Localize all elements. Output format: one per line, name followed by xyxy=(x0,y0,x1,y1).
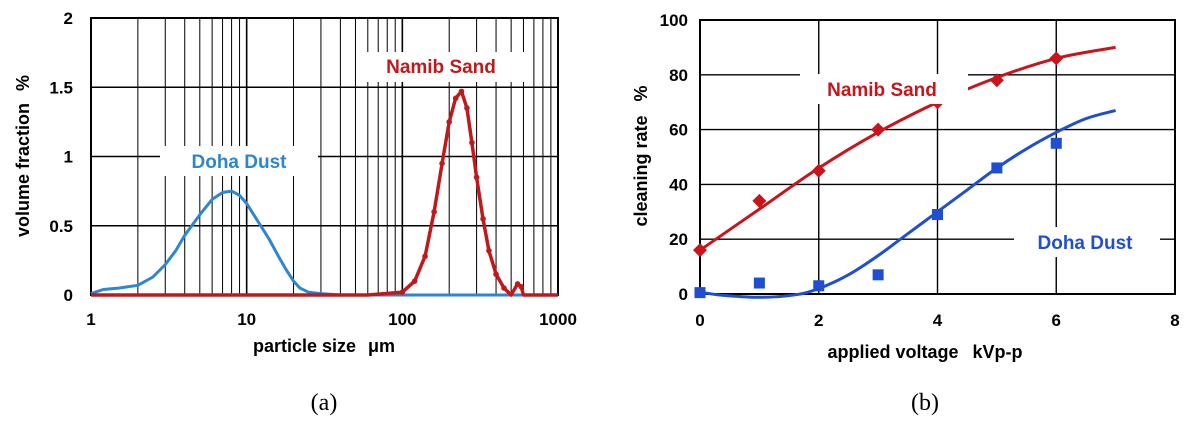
chart-b-legend-doha: Doha Dust xyxy=(1038,233,1134,254)
data-point xyxy=(501,285,507,291)
y-tick-label: 1.5 xyxy=(49,78,73,97)
data-point-doha-dust xyxy=(991,162,1003,174)
data-point-doha-dust xyxy=(813,280,825,292)
data-point xyxy=(446,119,452,125)
data-point-namib-sand xyxy=(752,193,767,208)
data-point xyxy=(473,174,480,181)
series-line-namib-sand xyxy=(91,89,558,297)
data-point xyxy=(493,271,499,278)
chart-a-ticks: 1 10 100 1000 0 0.5 1 1.5 2 xyxy=(49,9,577,329)
y-tick-label: 60 xyxy=(669,121,688,140)
x-tick-label: 8 xyxy=(1170,311,1179,330)
chart-a-xlabel: particle size xyxy=(253,336,356,356)
y-tick-label: 0.5 xyxy=(49,217,73,236)
chart-b-series xyxy=(693,45,1117,299)
chart-a-xlabel-group: particle size μm xyxy=(253,336,395,356)
y-tick-label: 80 xyxy=(669,66,688,85)
chart-a-legend-doha: Doha Dust xyxy=(192,152,288,173)
y-tick-label: 100 xyxy=(660,11,688,30)
chart-b-ylabel-group: cleaning rate% xyxy=(631,85,651,226)
namib-label-bg-b xyxy=(800,74,968,104)
fit-line-doha-dust xyxy=(702,108,1117,299)
panel-label-b: (b) xyxy=(911,390,939,416)
data-point-namib-sand xyxy=(989,73,1004,88)
chart-b-xlabel: applied voltage xyxy=(827,342,958,362)
data-point-doha-dust xyxy=(694,287,706,299)
chart-a-ylabel-group: volume fraction% xyxy=(13,75,33,237)
chart-a-grid xyxy=(91,18,558,295)
data-point-namib-sand xyxy=(693,243,707,258)
data-point xyxy=(399,289,406,296)
x-tick-label: 100 xyxy=(388,310,416,329)
namib-label-bg-a xyxy=(358,52,526,82)
chart-a-series xyxy=(90,88,558,297)
chart-a-yunit: % xyxy=(13,75,33,91)
data-point xyxy=(486,247,492,254)
panel-label-a: (a) xyxy=(311,390,338,416)
y-tick-label: 20 xyxy=(669,230,688,249)
chart-b-ylabel: cleaning rate xyxy=(631,115,651,226)
x-tick-label: 4 xyxy=(933,311,943,330)
data-point-namib-sand xyxy=(811,163,826,178)
chart-b-yunit: % xyxy=(631,85,651,101)
doha-label-bg-b xyxy=(1014,227,1160,257)
chart-b-xunit: kVp-p xyxy=(973,342,1023,362)
data-point-doha-dust xyxy=(1050,137,1062,149)
data-point-doha-dust xyxy=(932,209,943,221)
x-tick-label: 0 xyxy=(695,311,704,330)
x-tick-label: 1 xyxy=(86,310,95,329)
data-point xyxy=(518,283,524,290)
x-tick-label: 6 xyxy=(1052,311,1061,330)
chart-a: 1 10 100 1000 0 0.5 1 1.5 2 particle size μm volu… xyxy=(13,9,577,416)
data-point xyxy=(469,139,475,146)
data-point xyxy=(464,105,470,111)
data-point xyxy=(422,253,428,260)
data-point-namib-sand xyxy=(871,122,886,137)
y-tick-label: 1 xyxy=(64,148,73,167)
data-point-doha-dust xyxy=(753,277,765,289)
data-point xyxy=(431,209,437,215)
chart-a-legend-namib: Namib Sand xyxy=(386,57,496,78)
y-tick-label: 0 xyxy=(64,286,73,305)
y-tick-label: 0 xyxy=(679,285,688,304)
fit-line-namib-sand xyxy=(699,45,1116,252)
chart-b-frame xyxy=(699,19,1176,295)
x-tick-label: 2 xyxy=(814,311,823,330)
data-point xyxy=(411,278,418,284)
doha-label-bg-a xyxy=(160,146,318,176)
chart-b-legend-namib: Namib Sand xyxy=(827,80,937,101)
chart-b-xlabel-group: applied voltage kVp-p xyxy=(827,342,1022,362)
data-point-doha-dust xyxy=(872,269,884,281)
data-point xyxy=(480,216,486,222)
data-point-namib-sand xyxy=(1049,51,1064,66)
chart-a-ylabel: volume fraction xyxy=(13,103,33,237)
y-tick-label: 2 xyxy=(64,9,73,28)
data-point xyxy=(452,95,459,102)
x-tick-label: 10 xyxy=(237,310,256,329)
chart-b-grid xyxy=(700,20,1175,294)
x-tick-label: 1000 xyxy=(539,310,577,329)
data-point xyxy=(439,160,445,167)
y-tick-label: 40 xyxy=(669,175,688,194)
data-point xyxy=(458,88,465,95)
chart-a-xunit: μm xyxy=(368,336,395,356)
